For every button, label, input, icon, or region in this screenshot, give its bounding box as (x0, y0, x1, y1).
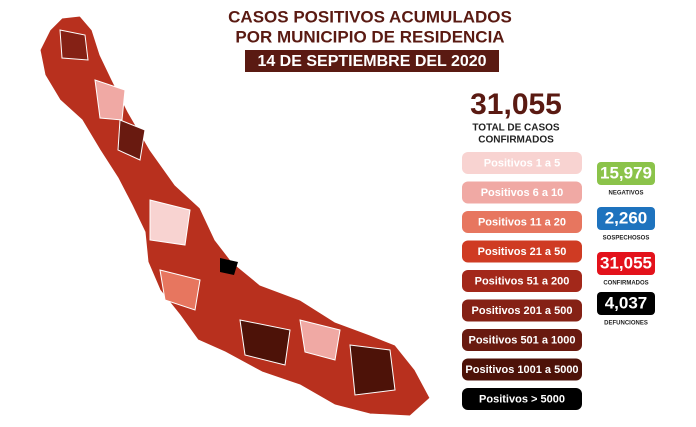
legend-label: Positivos 6 a 10 (481, 187, 564, 199)
stat-value: 2,260 (605, 208, 648, 227)
legend-pill (462, 270, 582, 292)
title-line: POR MUNICIPIO DE RESIDENCIA (235, 27, 504, 46)
municipality (239, 319, 291, 366)
legend-label: Positivos 501 a 1000 (468, 334, 575, 346)
legend-label: Positivos 1001 a 5000 (465, 364, 578, 376)
municipality (299, 319, 341, 361)
stat-box (597, 207, 655, 230)
legend-label: Positivos 21 a 50 (478, 246, 567, 258)
stat-value: 4,037 (605, 293, 648, 312)
municipality (349, 344, 396, 396)
legend-label: Positivos 1 a 5 (484, 157, 560, 169)
municipality (117, 119, 146, 161)
legend-pill (462, 388, 582, 410)
title-line: CASOS POSITIVOS ACUMULADOS (228, 7, 512, 26)
stat-label: DEFUNCIONES (604, 321, 648, 327)
legend-pill (462, 358, 582, 381)
municipality (220, 258, 238, 275)
municipality (59, 29, 89, 61)
legend-pill (462, 211, 582, 233)
municipality (149, 199, 191, 246)
stat-value: 31,055 (600, 253, 652, 272)
legend-pill (462, 329, 582, 351)
total-value: 31,055 (470, 88, 562, 121)
legend-label: Positivos 11 a 20 (478, 216, 566, 228)
legend-label: Positivos 51 a 200 (475, 275, 570, 287)
municipality (94, 79, 126, 121)
legend-pill (462, 299, 582, 322)
stat-value: 15,979 (600, 163, 652, 182)
stat-label: NEGATIVOS (609, 191, 644, 197)
stat-label: CONFIRMADOS (603, 281, 648, 287)
legend-label: Positivos > 5000 (479, 393, 565, 405)
legend-pill (462, 181, 582, 204)
date: 14 DE SEPTIEMBRE DEL 2020 (257, 53, 486, 70)
total-label: TOTAL DE CASOS (472, 123, 560, 134)
date-banner (245, 50, 499, 72)
stat-label: SOSPECHOSOS (603, 236, 650, 242)
total-label: CONFIRMADOS (478, 135, 554, 146)
municipality (159, 269, 201, 311)
legend-pill (462, 152, 582, 174)
map (39, 15, 431, 417)
legend-pill (462, 240, 582, 263)
stat-box (597, 252, 655, 275)
stat-box (597, 292, 655, 315)
stat-box (597, 162, 655, 185)
legend-label: Positivos 201 a 500 (472, 305, 573, 317)
